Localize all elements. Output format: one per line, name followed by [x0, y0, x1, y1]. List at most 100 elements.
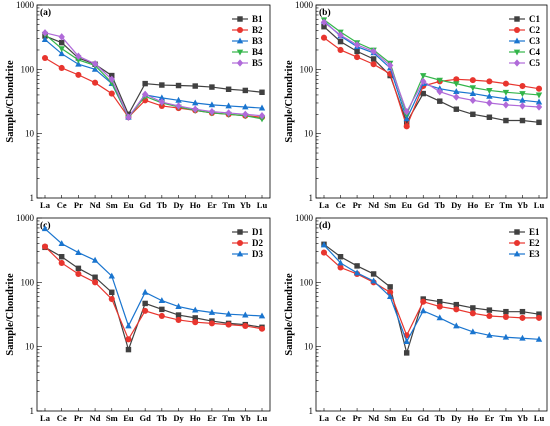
- chart-panel-3: 1 10 100 1000 Sample/Chondrite La Ce Pr Nd Sm Eu Gd…: [5, 213, 271, 423]
- data-point-b2-nd: [92, 79, 99, 86]
- data-point-d2-pr: [75, 270, 82, 277]
- data-point-e3-dy: [453, 322, 460, 329]
- y-tick-label: 100: [300, 64, 314, 74]
- series-d3: [41, 225, 266, 329]
- data-point-d1-pr: [75, 265, 82, 272]
- data-point-e3-er: [486, 331, 493, 338]
- plot-frame: [315, 4, 548, 199]
- y-axis-label: Sample/Chondrite: [284, 60, 295, 143]
- legend-label-c3: C3: [529, 36, 540, 46]
- data-point-b5-dy: [175, 102, 182, 110]
- x-tick-label-tm: Tm: [222, 200, 235, 210]
- data-point-b3-er: [208, 101, 216, 108]
- x-tick-label-lu: Lu: [257, 413, 268, 423]
- data-point-c4-dy: [453, 81, 460, 88]
- data-point-d2-er: [208, 320, 215, 327]
- data-point-c2-er: [486, 78, 493, 85]
- data-point-e3-lu: [535, 335, 543, 342]
- series-line-d3: [44, 228, 263, 328]
- data-point-c2-tm: [502, 80, 509, 87]
- x-tick-label-eu: Eu: [401, 200, 412, 210]
- y-tick-label: 1: [30, 406, 35, 416]
- data-point-e3-tb: [436, 314, 443, 321]
- x-tick-label-pr: Pr: [74, 200, 83, 210]
- data-point-c1-yb: [519, 117, 526, 124]
- data-point-c4-gd: [420, 73, 427, 80]
- data-point-e1-dy: [453, 301, 460, 308]
- y-tick-label: 1: [30, 193, 35, 203]
- legend-label-c1: C1: [529, 14, 540, 24]
- data-point-c1-ce: [337, 38, 344, 45]
- data-point-d1-dy: [175, 312, 182, 318]
- data-point-c5-pr: [353, 41, 361, 49]
- data-point-d2-eu: [125, 336, 132, 343]
- x-tick-label-gd: Gd: [139, 413, 151, 423]
- data-point-e3-nd: [370, 277, 377, 284]
- data-point-d2-nd: [92, 279, 99, 286]
- data-point-d3-tb: [158, 297, 166, 304]
- data-point-e2-gd: [420, 298, 427, 305]
- legend-marker-d1: [237, 229, 243, 235]
- data-point-b5-la: [41, 29, 49, 37]
- y-tick-label: 1000: [16, 213, 35, 223]
- data-point-c5-nd: [370, 47, 377, 56]
- x-tick-label-sm: Sm: [384, 200, 396, 210]
- data-point-b1-tb: [159, 82, 165, 88]
- data-point-c5-gd: [420, 77, 427, 86]
- x-tick-label-yb: Yb: [240, 200, 251, 210]
- series-e1: [321, 241, 542, 356]
- data-point-b5-pr: [75, 52, 82, 60]
- data-point-c2-ce: [337, 46, 344, 54]
- x-tick-label-ce: Ce: [336, 200, 346, 210]
- data-point-b5-tb: [158, 98, 166, 106]
- data-point-c1-nd: [370, 56, 377, 62]
- x-tick-label-dy: Dy: [173, 413, 184, 423]
- x-tick-label-ho: Ho: [467, 413, 478, 423]
- series-c1: [321, 23, 542, 126]
- x-tick-label-tm: Tm: [500, 200, 513, 210]
- data-point-c5-lu: [535, 103, 543, 111]
- data-point-b2-ce: [58, 64, 65, 72]
- data-point-e1-nd: [370, 271, 377, 277]
- x-tick-label-nd: Nd: [368, 413, 379, 423]
- x-tick-label-tb: Tb: [157, 200, 168, 210]
- legend-marker-c2: [513, 26, 521, 34]
- series-line-e1: [323, 243, 540, 356]
- data-point-e1-ce: [337, 254, 344, 260]
- data-point-e3-ce: [337, 259, 344, 266]
- data-point-e1-tb: [437, 298, 443, 305]
- x-tick-label-sm: Sm: [106, 413, 118, 423]
- legend-marker-d3: [236, 250, 244, 257]
- data-point-c3-ho: [469, 90, 477, 96]
- x-tick-label-tb: Tb: [435, 413, 446, 423]
- y-axis-label: Sample/Chondrite: [284, 273, 295, 356]
- legend-label-c2: C2: [529, 25, 540, 35]
- data-point-e1-sm: [387, 284, 393, 290]
- data-point-d1-gd: [142, 300, 148, 307]
- legend-label-b1: B1: [252, 14, 263, 24]
- y-tick-label: 10: [25, 129, 35, 139]
- x-tick-label-nd: Nd: [368, 200, 379, 210]
- data-point-d2-la: [41, 243, 49, 250]
- data-point-c5-ce: [337, 31, 344, 39]
- legend-marker-e1: [514, 229, 520, 235]
- series-c5: [320, 18, 543, 116]
- plot-frame: [36, 217, 271, 412]
- x-tick-label-ho: Ho: [190, 413, 201, 423]
- data-point-d2-ho: [192, 319, 199, 326]
- x-tick-label-ce: Ce: [57, 200, 67, 210]
- legend-marker-c1: [514, 16, 520, 22]
- series-line-e3: [323, 244, 540, 344]
- data-point-d2-tb: [158, 312, 165, 320]
- data-point-c5-ho: [469, 96, 477, 104]
- x-tick-label-gd: Gd: [139, 200, 151, 210]
- data-point-d3-tm: [225, 310, 232, 317]
- x-tick-label-ce: Ce: [57, 413, 67, 423]
- legend-marker-c4: [513, 49, 521, 56]
- x-tick-label-pr: Pr: [353, 413, 362, 423]
- data-point-c3-eu: [403, 115, 410, 122]
- x-tick-label-er: Er: [485, 200, 495, 210]
- series-e2: [320, 249, 543, 339]
